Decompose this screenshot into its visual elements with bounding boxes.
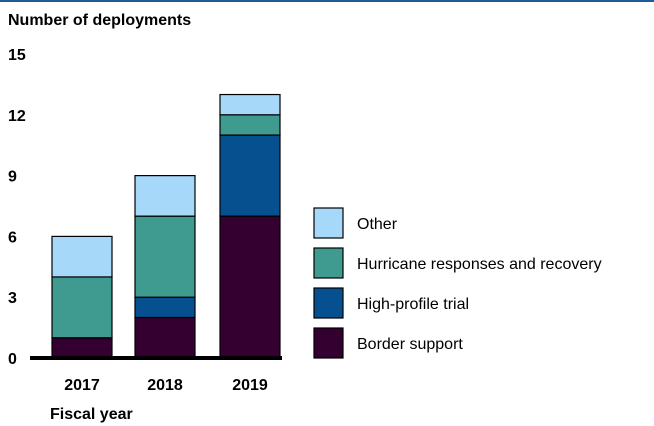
y-tick-label: 0 [8, 351, 17, 368]
y-tick-label: 3 [8, 290, 17, 307]
legend-label: Other [357, 216, 398, 233]
legend-label: Hurricane responses and recovery [357, 256, 602, 273]
bar-segment [219, 134, 281, 217]
legend-swatch [313, 327, 344, 359]
x-tick-label: 2019 [232, 377, 268, 394]
bar-segment [219, 215, 281, 359]
x-tick-label: 2018 [147, 377, 183, 394]
legend: Other Hurricane responses and recovery Hig… [313, 207, 602, 359]
x-tick-label: 2017 [64, 377, 100, 394]
y-tick-label: 12 [8, 108, 26, 125]
bar-segment [134, 215, 196, 298]
legend-swatch [313, 287, 344, 319]
bar-segment [51, 337, 113, 359]
x-axis-ticks: 2017 2018 2019 [64, 377, 268, 394]
bar-segment [51, 276, 113, 339]
legend-label: High-profile trial [357, 296, 469, 313]
y-tick-label: 15 [8, 47, 26, 64]
bar-segment [134, 316, 196, 359]
bar-segment [134, 175, 196, 217]
legend-swatch [313, 247, 344, 279]
legend-label: Border support [357, 336, 463, 353]
bar-segment [219, 93, 281, 116]
bars-group [51, 93, 281, 359]
y-tick-label: 9 [8, 169, 17, 186]
top-rule [0, 0, 654, 2]
y-axis-title: Number of deployments [8, 12, 191, 29]
y-tick-label: 6 [8, 229, 17, 246]
legend-swatch [313, 207, 344, 239]
y-axis-ticks: 0 3 6 9 12 15 [8, 47, 26, 368]
x-axis-title: Fiscal year [50, 406, 133, 423]
bar-segment [134, 296, 196, 319]
bar-segment [219, 114, 281, 136]
bar-segment [51, 235, 113, 278]
